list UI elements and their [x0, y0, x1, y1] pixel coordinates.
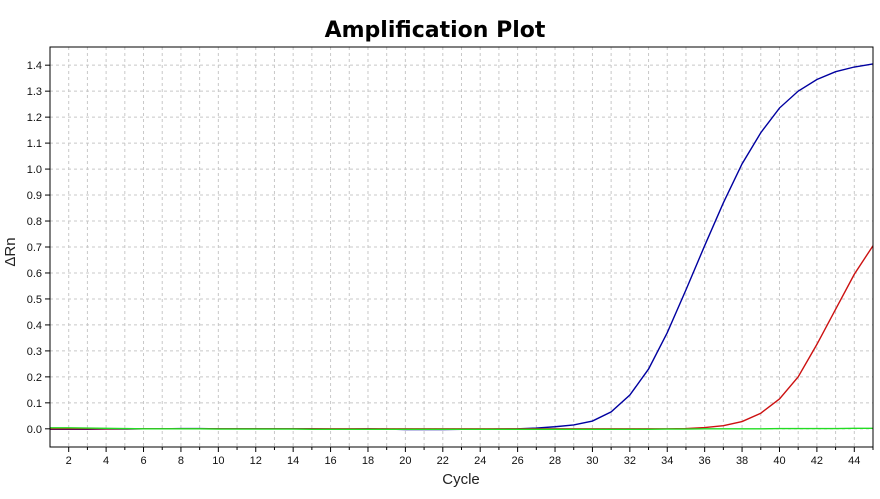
x-axis: 2 4 6 8 10 12 14 16 18 20 22 24 26 28 30 32 34 36 38 40 42 44: [66, 447, 874, 467]
x-tick-label: 16: [324, 455, 336, 467]
y-tick-label: 0.8: [27, 216, 42, 228]
y-axis-label: ΔRn: [2, 237, 19, 266]
x-tick-label: 20: [399, 455, 411, 467]
x-tick-label: 22: [437, 455, 449, 467]
y-axis: 0.0 0.1 0.2 0.3 0.4 0.5 0.6 0.7 0.8 0.9 1.0 1.1 1.2 1…: [27, 60, 50, 436]
x-axis-label: Cycle: [442, 471, 480, 488]
x-tick-label: 42: [811, 455, 823, 467]
x-tick-label: 4: [103, 455, 109, 467]
chart-title: Amplification Plot: [325, 18, 546, 43]
y-tick-label: 0.9: [27, 190, 42, 202]
x-tick-label: 10: [212, 455, 224, 467]
y-tick-label: 0.4: [27, 320, 42, 332]
x-tick-label: 26: [511, 455, 523, 467]
x-tick-label: 30: [586, 455, 598, 467]
y-tick-label: 1.3: [27, 86, 42, 98]
series-layer: [50, 63, 874, 431]
x-tick-label: 8: [178, 455, 184, 467]
x-tick-label: 32: [624, 455, 636, 467]
x-tick-label: 14: [287, 455, 299, 467]
gridlines: [50, 47, 874, 447]
y-tick-label: 0.0: [27, 424, 42, 436]
x-tick-label: 28: [549, 455, 561, 467]
x-tick-label: 12: [250, 455, 262, 467]
y-tick-label: 1.1: [27, 138, 42, 150]
y-tick-label: 0.6: [27, 268, 42, 280]
y-tick-label: 0.7: [27, 242, 42, 254]
y-tick-label: 0.3: [27, 346, 42, 358]
x-tick-label: 38: [736, 455, 748, 467]
y-tick-label: 1.4: [27, 60, 42, 72]
x-tick-label: 6: [140, 455, 146, 467]
x-tick-label: 36: [699, 455, 711, 467]
x-tick-label: 44: [848, 455, 860, 467]
x-tick-label: 34: [661, 455, 673, 467]
x-tick-label: 40: [773, 455, 785, 467]
x-tick-label: 2: [66, 455, 72, 467]
series-line-3: [50, 427, 873, 431]
y-tick-label: 1.0: [27, 164, 42, 176]
x-tick-label: 18: [362, 455, 374, 467]
x-tick-label: 24: [474, 455, 486, 467]
y-tick-label: 1.2: [27, 112, 42, 124]
y-tick-label: 0.2: [27, 372, 42, 384]
y-tick-label: 0.1: [27, 398, 42, 410]
y-tick-label: 0.5: [27, 294, 42, 306]
